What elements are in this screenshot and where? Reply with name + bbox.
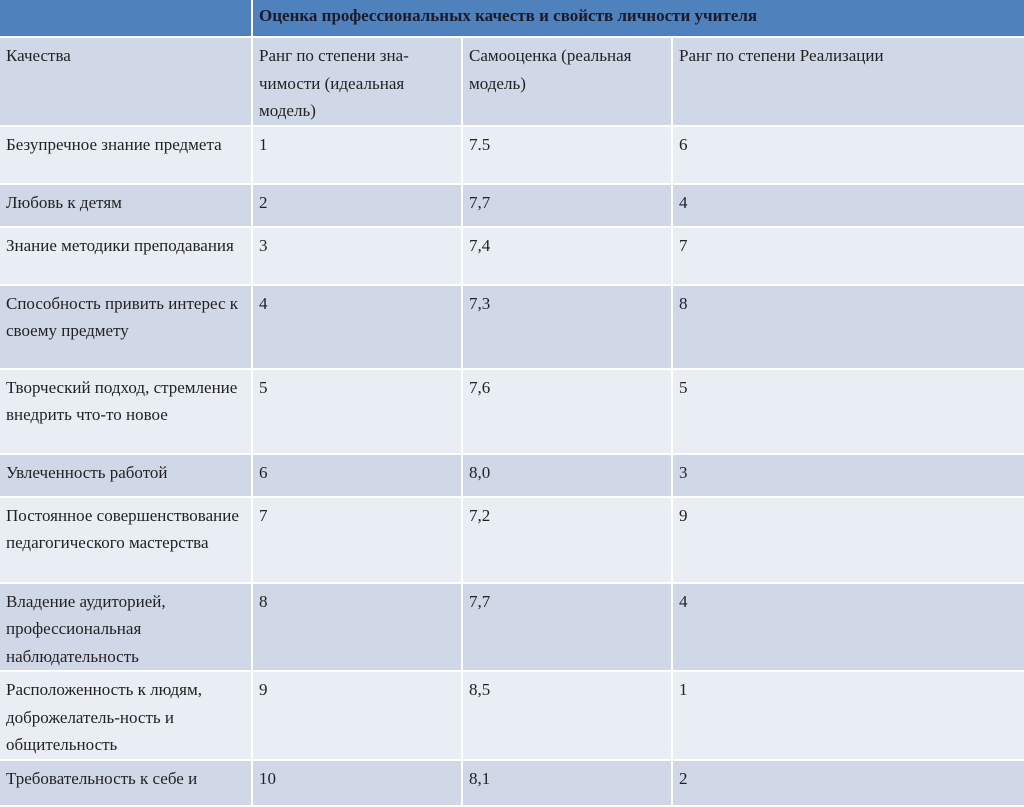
ideal-rank-cell: 1 <box>253 126 461 183</box>
ideal-rank-cell: 8 <box>253 583 461 670</box>
self-rating-cell: 7,4 <box>463 227 671 284</box>
column-header: Самооценка (реальная модель) <box>463 38 671 125</box>
table-row: Любовь к детям 2 7,7 4 <box>0 184 1024 226</box>
realization-rank-cell: 3 <box>673 454 1024 496</box>
table-row: Увлеченность работой 6 8,0 3 <box>0 454 1024 496</box>
quality-cell: Способность привить интерес к своему пре… <box>0 285 251 368</box>
self-rating-cell: 8,1 <box>463 760 671 805</box>
realization-rank-cell: 8 <box>673 285 1024 368</box>
table-row: Требовательность к себе и 10 8,1 2 <box>0 760 1024 805</box>
self-rating-cell: 7.5 <box>463 126 671 183</box>
realization-rank-cell: 5 <box>673 369 1024 453</box>
quality-cell: Требовательность к себе и <box>0 760 251 805</box>
quality-cell: Постоянное совершенствование педагогичес… <box>0 497 251 582</box>
table-row: Знание методики преподавания 3 7,4 7 <box>0 227 1024 284</box>
realization-rank-cell: 6 <box>673 126 1024 183</box>
ideal-rank-cell: 3 <box>253 227 461 284</box>
realization-rank-cell: 4 <box>673 184 1024 226</box>
ideal-rank-cell: 7 <box>253 497 461 582</box>
table-row: Способность привить интерес к своему пре… <box>0 285 1024 368</box>
self-rating-cell: 8,5 <box>463 672 671 759</box>
ideal-rank-cell: 4 <box>253 285 461 368</box>
ideal-rank-cell: 9 <box>253 672 461 759</box>
column-header: Ранг по степени зна-чимости (идеальная м… <box>253 38 461 125</box>
realization-rank-cell: 9 <box>673 497 1024 582</box>
self-rating-cell: 7,3 <box>463 285 671 368</box>
realization-rank-cell: 4 <box>673 583 1024 670</box>
quality-cell: Расположенность к людям, доброжелатель-н… <box>0 672 251 759</box>
realization-rank-cell: 7 <box>673 227 1024 284</box>
column-header: Качества <box>0 38 251 125</box>
table-title: Оценка профессиональных качеств и свойст… <box>253 0 1024 36</box>
table-row: Безупречное знание предмета 1 7.5 6 <box>0 126 1024 183</box>
table-row: Владение аудиторией, профессиональная на… <box>0 583 1024 670</box>
self-rating-cell: 7,6 <box>463 369 671 453</box>
realization-rank-cell: 1 <box>673 672 1024 759</box>
realization-rank-cell: 2 <box>673 760 1024 805</box>
table-row: Постоянное совершенствование педагогичес… <box>0 497 1024 582</box>
title-blank-cell <box>0 0 251 36</box>
self-rating-cell: 7,2 <box>463 497 671 582</box>
ideal-rank-cell: 5 <box>253 369 461 453</box>
quality-cell: Безупречное знание предмета <box>0 126 251 183</box>
quality-cell: Знание методики преподавания <box>0 227 251 284</box>
ideal-rank-cell: 2 <box>253 184 461 226</box>
column-header: Ранг по степени Реализации <box>673 38 1024 125</box>
table-row: Творческий подход, стремление внедрить ч… <box>0 369 1024 453</box>
self-rating-cell: 7,7 <box>463 583 671 670</box>
title-row: Оценка профессиональных качеств и свойст… <box>0 0 1024 36</box>
quality-cell: Любовь к детям <box>0 184 251 226</box>
self-rating-cell: 7,7 <box>463 184 671 226</box>
ideal-rank-cell: 10 <box>253 760 461 805</box>
quality-cell: Владение аудиторией, профессиональная на… <box>0 583 251 670</box>
column-header-row: Качества Ранг по степени зна-чимости (ид… <box>0 38 1024 125</box>
quality-cell: Увлеченность работой <box>0 454 251 496</box>
self-rating-cell: 8,0 <box>463 454 671 496</box>
ideal-rank-cell: 6 <box>253 454 461 496</box>
quality-cell: Творческий подход, стремление внедрить ч… <box>0 369 251 453</box>
table-row: Расположенность к людям, доброжелатель-н… <box>0 672 1024 759</box>
